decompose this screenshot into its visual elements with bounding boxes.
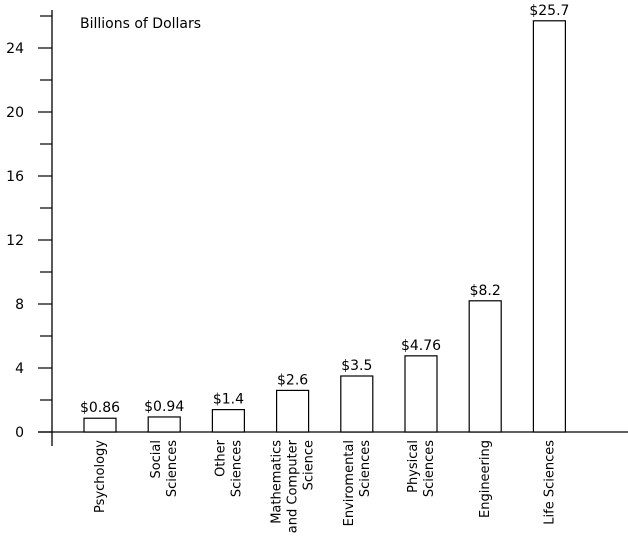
category-label-line: Physical: [406, 440, 421, 493]
category-label-line: Life Sciences: [542, 440, 557, 525]
bar: [276, 389, 310, 433]
y-tick-label: 20: [6, 105, 24, 121]
y-tick-label: 8: [15, 297, 24, 313]
category-label-line: Engineering: [478, 440, 493, 518]
category-label: Psychology: [93, 440, 108, 513]
bar: [404, 355, 438, 433]
bar: [340, 375, 374, 433]
category-label-line: Sciences: [165, 440, 180, 497]
category-label-line: Social: [149, 440, 164, 479]
category-label: Engineering: [478, 440, 493, 518]
bar: [468, 300, 502, 433]
bar-value-label: $1.4: [213, 392, 244, 408]
category-label: Social Sciences: [149, 440, 180, 497]
category-label: Enviromental Sciences: [342, 440, 373, 527]
category-label: Life Sciences: [542, 440, 557, 525]
bar: [83, 417, 117, 433]
bars: [83, 20, 567, 433]
category-label-line: and Computer: [286, 439, 301, 533]
axes: [38, 10, 628, 446]
bar-value-label: $0.94: [144, 399, 184, 415]
category-label-line: Mathematics: [270, 440, 285, 524]
bar-value-label: $0.86: [80, 400, 120, 416]
category-label-line: Psychology: [93, 440, 108, 513]
y-tick-label: 24: [6, 41, 24, 57]
y-tick-label: 4: [15, 361, 24, 377]
category-label-line: Science: [302, 440, 317, 490]
category-label: Mathematics and Computer Science: [270, 439, 317, 533]
bar: [147, 416, 181, 433]
category-label-line: Enviromental: [342, 440, 357, 526]
bar: [532, 20, 567, 433]
y-axis-unit-label: Billions of Dollars: [80, 16, 201, 32]
bar-value-label: $3.5: [341, 358, 372, 374]
bar-value-label: $4.76: [401, 338, 441, 354]
category-label: Other Sciences: [213, 439, 244, 497]
bar: [211, 409, 245, 433]
category-label-line: Sciences: [229, 440, 244, 497]
category-label-line: Other: [213, 439, 228, 477]
category-label-line: Sciences: [358, 440, 373, 497]
y-tick-label: 16: [6, 169, 24, 185]
category-label: Physical Sciences: [406, 440, 437, 497]
bar-value-label: $8.2: [470, 283, 501, 299]
bar-value-label: $25.7: [529, 3, 569, 19]
y-tick-label: 12: [6, 233, 24, 249]
bar-value-label: $2.6: [277, 372, 308, 388]
y-tick-label: 0: [15, 425, 24, 441]
category-label-line: Sciences: [422, 440, 437, 497]
